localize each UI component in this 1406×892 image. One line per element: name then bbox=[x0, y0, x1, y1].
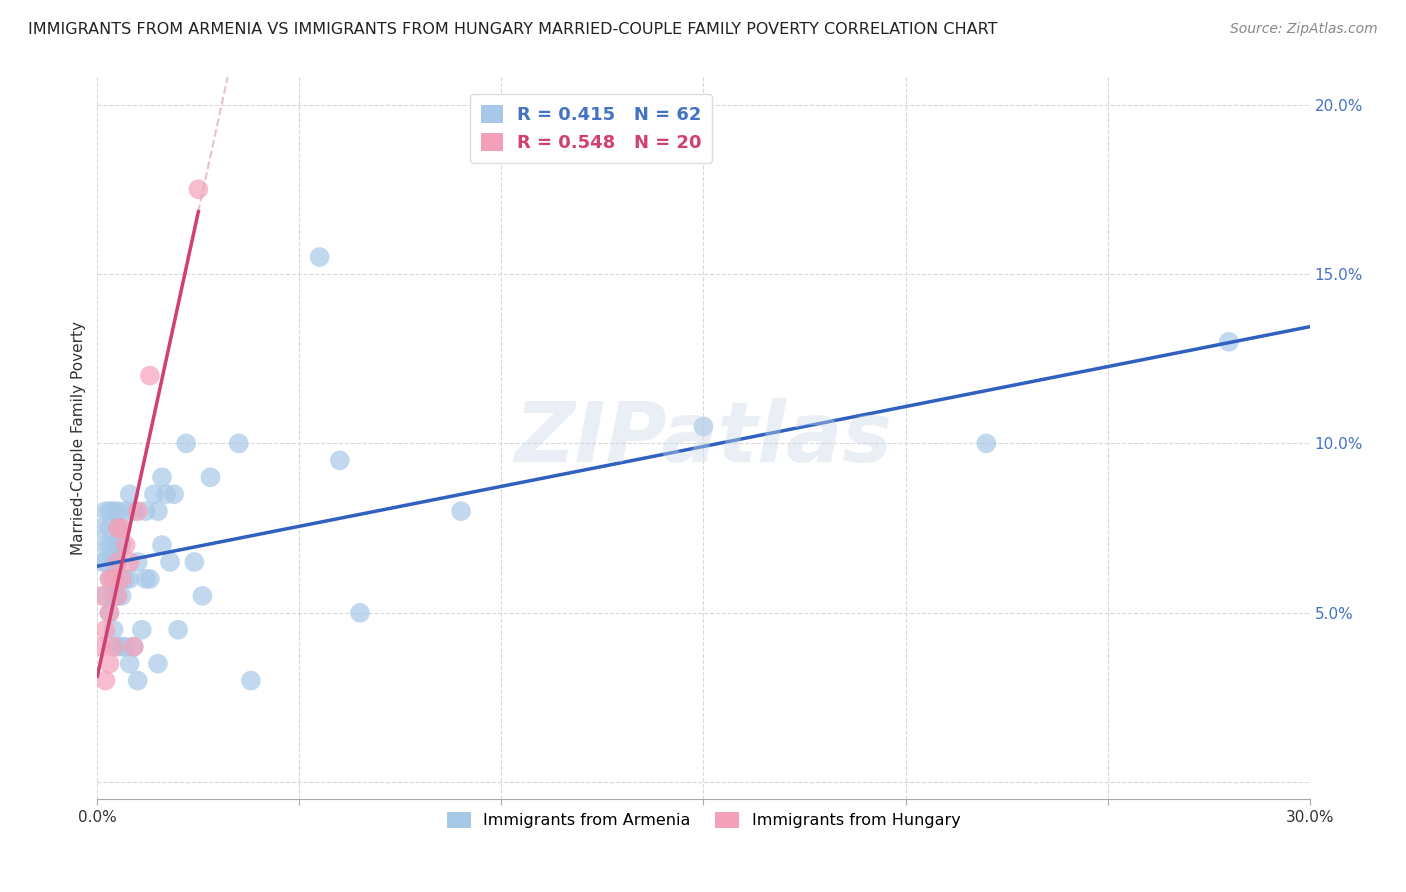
Point bbox=[118, 657, 141, 671]
Point bbox=[110, 589, 132, 603]
Point bbox=[114, 538, 136, 552]
Point bbox=[103, 640, 125, 654]
Point bbox=[142, 487, 165, 501]
Point bbox=[107, 589, 129, 603]
Point bbox=[118, 555, 141, 569]
Text: Source: ZipAtlas.com: Source: ZipAtlas.com bbox=[1230, 22, 1378, 37]
Point bbox=[118, 572, 141, 586]
Point bbox=[90, 589, 112, 603]
Point bbox=[139, 572, 162, 586]
Point bbox=[107, 640, 129, 654]
Point bbox=[90, 521, 112, 535]
Point bbox=[103, 555, 125, 569]
Point bbox=[94, 623, 117, 637]
Point bbox=[127, 504, 149, 518]
Point bbox=[98, 504, 121, 518]
Point bbox=[174, 436, 197, 450]
Point bbox=[239, 673, 262, 688]
Point bbox=[94, 555, 117, 569]
Point bbox=[107, 555, 129, 569]
Point bbox=[329, 453, 352, 467]
Point bbox=[146, 504, 169, 518]
Point bbox=[450, 504, 472, 518]
Point bbox=[90, 555, 112, 569]
Point bbox=[167, 623, 190, 637]
Point bbox=[122, 640, 145, 654]
Point bbox=[98, 657, 121, 671]
Point bbox=[98, 572, 121, 586]
Point bbox=[107, 521, 129, 535]
Point bbox=[90, 640, 112, 654]
Point bbox=[98, 606, 121, 620]
Point bbox=[122, 640, 145, 654]
Point bbox=[94, 589, 117, 603]
Point bbox=[103, 572, 125, 586]
Point bbox=[110, 640, 132, 654]
Point bbox=[692, 419, 714, 434]
Point bbox=[127, 673, 149, 688]
Point bbox=[107, 504, 129, 518]
Point bbox=[976, 436, 998, 450]
Point bbox=[1218, 334, 1240, 349]
Point bbox=[139, 368, 162, 383]
Point bbox=[107, 538, 129, 552]
Point bbox=[114, 504, 136, 518]
Point bbox=[103, 538, 125, 552]
Point bbox=[150, 538, 173, 552]
Point bbox=[103, 504, 125, 518]
Text: IMMIGRANTS FROM ARMENIA VS IMMIGRANTS FROM HUNGARY MARRIED-COUPLE FAMILY POVERTY: IMMIGRANTS FROM ARMENIA VS IMMIGRANTS FR… bbox=[28, 22, 998, 37]
Point bbox=[94, 673, 117, 688]
Point bbox=[94, 538, 117, 552]
Legend: Immigrants from Armenia, Immigrants from Hungary: Immigrants from Armenia, Immigrants from… bbox=[440, 805, 967, 835]
Point bbox=[110, 521, 132, 535]
Point bbox=[135, 572, 157, 586]
Point bbox=[103, 589, 125, 603]
Point bbox=[135, 504, 157, 518]
Point bbox=[98, 572, 121, 586]
Text: ZIPatlas: ZIPatlas bbox=[515, 398, 893, 479]
Point bbox=[200, 470, 222, 484]
Point bbox=[107, 555, 129, 569]
Point bbox=[114, 640, 136, 654]
Point bbox=[308, 250, 330, 264]
Point bbox=[191, 589, 214, 603]
Point bbox=[94, 504, 117, 518]
Point bbox=[122, 504, 145, 518]
Point bbox=[110, 538, 132, 552]
Point bbox=[159, 555, 181, 569]
Point bbox=[107, 589, 129, 603]
Point bbox=[131, 623, 153, 637]
Point bbox=[127, 555, 149, 569]
Point bbox=[146, 657, 169, 671]
Point bbox=[110, 521, 132, 535]
Point bbox=[114, 572, 136, 586]
Point bbox=[98, 521, 121, 535]
Point bbox=[183, 555, 205, 569]
Point bbox=[107, 521, 129, 535]
Point bbox=[228, 436, 250, 450]
Point bbox=[349, 606, 371, 620]
Point bbox=[98, 606, 121, 620]
Y-axis label: Married-Couple Family Poverty: Married-Couple Family Poverty bbox=[72, 321, 86, 556]
Point bbox=[103, 623, 125, 637]
Point bbox=[118, 487, 141, 501]
Point bbox=[163, 487, 186, 501]
Point bbox=[155, 487, 177, 501]
Point bbox=[150, 470, 173, 484]
Point bbox=[187, 182, 209, 196]
Point bbox=[98, 538, 121, 552]
Point bbox=[110, 572, 132, 586]
